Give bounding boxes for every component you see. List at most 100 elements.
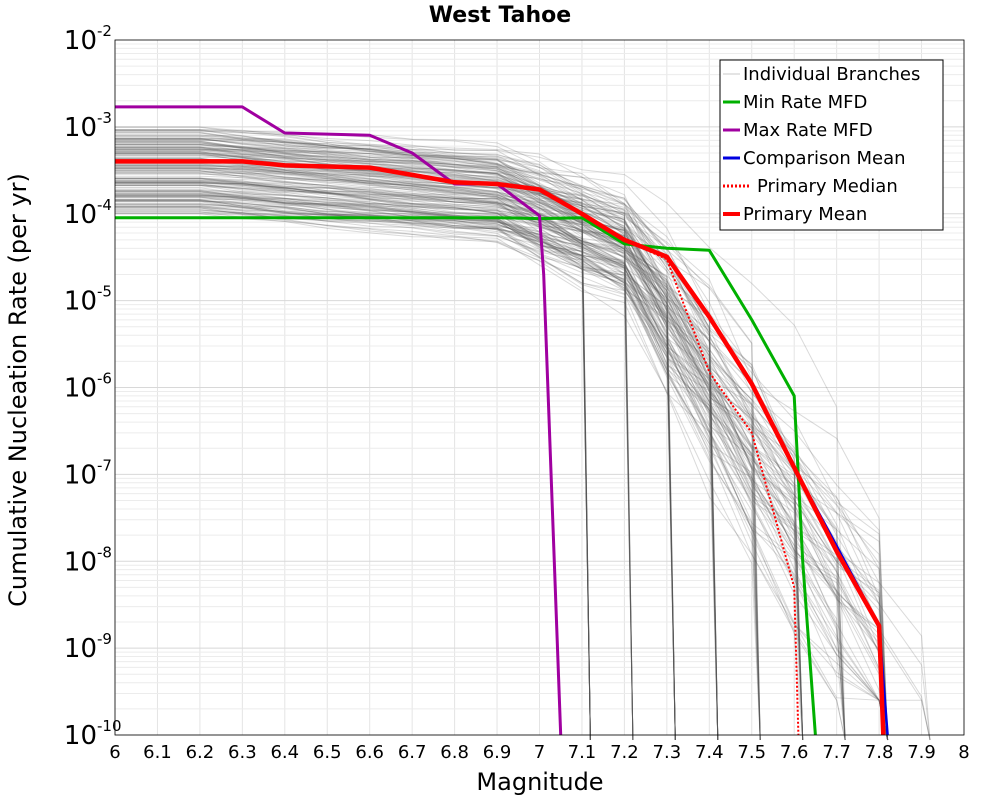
y-tick-exponent: -9 xyxy=(97,630,112,648)
x-tick-label: 6.9 xyxy=(483,742,512,763)
y-tick-labels: 10-210-310-410-510-610-710-810-910-10 xyxy=(64,22,122,751)
branch-line xyxy=(115,190,634,741)
x-axis-label: Magnitude xyxy=(476,768,603,796)
branch-line xyxy=(115,137,591,741)
y-tick-base: 10 xyxy=(64,374,97,404)
y-tick-label: 10 -9 xyxy=(64,630,112,664)
branch-line xyxy=(115,141,889,741)
y-tick-exponent: -5 xyxy=(97,283,112,301)
series-min-rate-mfd xyxy=(115,216,817,736)
y-tick-label: 10 -7 xyxy=(64,456,112,490)
branch-line xyxy=(115,158,889,741)
branch-line xyxy=(115,167,676,741)
branch-line xyxy=(115,181,889,741)
branch-line xyxy=(115,172,889,741)
branch-line xyxy=(115,131,719,741)
branch-line xyxy=(115,150,761,741)
branch-line xyxy=(115,178,676,741)
branch-line xyxy=(115,152,761,741)
branch-line xyxy=(115,149,889,741)
legend-label: Comparison Mean xyxy=(743,148,906,169)
branch-line xyxy=(115,130,889,741)
branch-line xyxy=(115,200,676,741)
branch-line xyxy=(115,146,591,741)
x-tick-label: 7.7 xyxy=(822,742,851,763)
branch-line xyxy=(115,155,804,741)
branch-line xyxy=(115,200,846,741)
branch-line xyxy=(115,148,591,741)
branch-line xyxy=(115,203,591,741)
y-tick-exponent: -4 xyxy=(97,196,112,214)
branch-line xyxy=(115,151,719,741)
branch-line xyxy=(115,149,676,741)
branch-line xyxy=(115,151,591,741)
y-tick-label: 10 -10 xyxy=(64,717,122,751)
branch-line xyxy=(115,152,591,741)
branch-line xyxy=(115,149,676,741)
branch-line xyxy=(115,194,889,741)
branch-line xyxy=(115,132,804,741)
y-tick-exponent: -7 xyxy=(97,456,112,474)
branch-line xyxy=(115,167,676,741)
branch-line xyxy=(115,188,591,741)
branch-line xyxy=(115,200,804,741)
branch-line xyxy=(115,209,676,741)
y-tick-base: 10 xyxy=(64,113,97,143)
branch-line xyxy=(115,164,634,741)
branch-line xyxy=(115,164,591,741)
branch-line xyxy=(115,211,634,741)
branch-line xyxy=(115,179,676,741)
branch-line xyxy=(115,129,676,741)
x-tick-label: 7.9 xyxy=(907,742,936,763)
x-tick-label: 7 xyxy=(534,742,545,763)
branch-line xyxy=(115,148,591,741)
branch-line xyxy=(115,147,719,741)
x-tick-label: 6.5 xyxy=(313,742,342,763)
branch-line xyxy=(115,196,719,741)
branch-line xyxy=(115,198,889,741)
branch-line xyxy=(115,190,804,741)
branch-line xyxy=(115,138,761,741)
branch-line xyxy=(115,139,761,741)
x-tick-label: 6.2 xyxy=(186,742,215,763)
y-tick-exponent: -6 xyxy=(97,370,112,388)
branch-line xyxy=(115,178,889,741)
branch-line xyxy=(115,184,591,741)
x-tick-label: 7.3 xyxy=(653,742,682,763)
branch-line xyxy=(115,195,889,741)
branch-line xyxy=(115,173,591,741)
branch-line xyxy=(115,126,634,741)
branch-line xyxy=(115,168,634,741)
branch-line xyxy=(115,135,804,741)
x-tick-label: 7.6 xyxy=(780,742,809,763)
branch-line xyxy=(115,130,804,741)
y-tick-exponent: -8 xyxy=(97,543,112,561)
branch-line xyxy=(115,170,804,741)
branch-line xyxy=(115,185,634,741)
legend-label: Min Rate MFD xyxy=(743,92,867,113)
branch-line xyxy=(115,142,719,741)
y-tick-base: 10 xyxy=(64,200,97,230)
x-tick-labels: 6 6.1 6.2 6.3 6.4 6.5 6.6 6.7 6.8 6.9 7 7.1 7.2 7.3 7.… xyxy=(109,742,969,763)
branch-line xyxy=(115,182,846,741)
branch-line xyxy=(115,209,761,741)
branch-line xyxy=(115,140,761,741)
x-tick-label: 6.1 xyxy=(143,742,172,763)
x-tick-label: 7.2 xyxy=(610,742,639,763)
x-tick-label: 7.4 xyxy=(695,742,724,763)
branch-line xyxy=(115,158,804,741)
branch-line xyxy=(115,147,591,741)
branch-line xyxy=(115,190,889,741)
series-max-rate-mfd xyxy=(115,105,563,736)
branch-line xyxy=(115,192,846,741)
legend-label: Max Rate MFD xyxy=(743,120,873,141)
branch-line xyxy=(115,200,591,741)
legend-box xyxy=(719,59,944,231)
series-primary-median xyxy=(623,238,800,736)
y-tick-label: 10 -4 xyxy=(64,196,112,230)
branch-line xyxy=(115,192,846,741)
branch-line xyxy=(115,134,804,741)
branch-line xyxy=(115,168,634,741)
legend-label: Primary Median xyxy=(757,176,898,197)
